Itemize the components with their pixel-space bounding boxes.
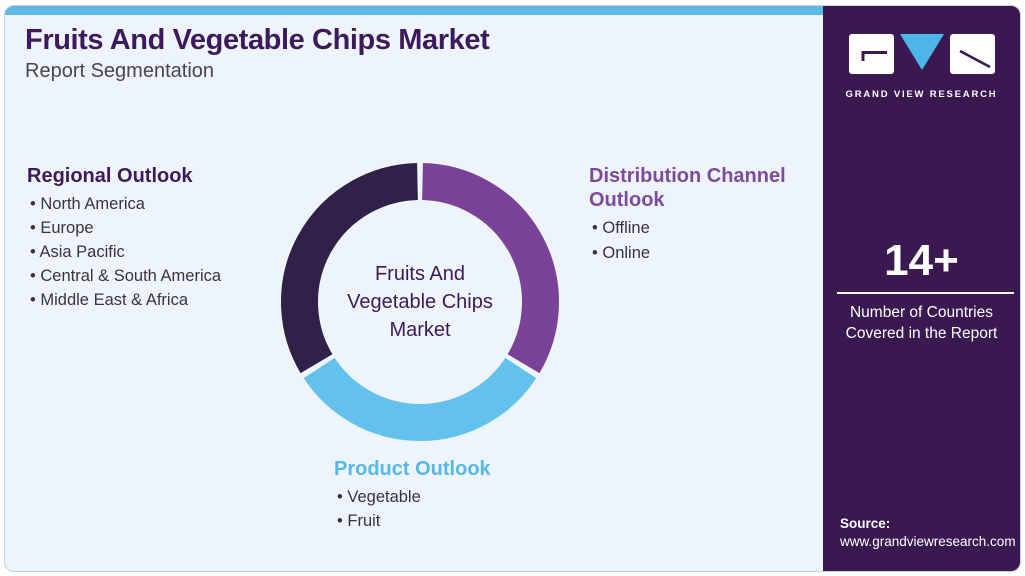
list-item: Europe	[30, 216, 267, 240]
distribution-outlook-heading: Distribution Channel Outlook	[589, 165, 786, 211]
page-title: Fruits And Vegetable Chips Market	[25, 24, 490, 56]
donut-chart-wrap: Fruits And Vegetable Chips Market	[280, 162, 560, 442]
product-outlook-list: VegetableFruit	[334, 485, 554, 533]
list-item: Asia Pacific	[30, 240, 267, 264]
logo-r-glyph	[958, 49, 991, 69]
sidebar: GRAND VIEW RESEARCH 14+ Number of Countr…	[823, 6, 1020, 571]
countries-stat: 14+ Number of Countries Covered in the R…	[823, 239, 1020, 344]
list-item: Middle East & Africa	[30, 288, 267, 312]
list-item: Fruit	[337, 509, 554, 533]
distribution-outlook-list: OfflineOnline	[589, 216, 789, 265]
donut-segment-distribution-channel-outlook	[421, 163, 559, 374]
logo-r-block	[949, 34, 995, 74]
list-item: North America	[30, 192, 267, 216]
list-item: Offline	[592, 216, 789, 241]
report-card: Fruits And Vegetable Chips Market Report…	[4, 5, 1021, 572]
brand-name: GRAND VIEW RESEARCH	[845, 89, 998, 100]
donut-chart	[281, 163, 559, 441]
accent-strip	[5, 6, 823, 15]
regional-outlook-section: Regional Outlook North AmericaEuropeAsia…	[27, 164, 267, 312]
page-subtitle: Report Segmentation	[25, 60, 215, 82]
source-block: Source: www.grandviewresearch.com	[840, 516, 1016, 549]
regional-outlook-list: North AmericaEuropeAsia PacificCentral &…	[27, 192, 267, 312]
donut-segment-regional-outlook	[281, 163, 419, 374]
brand-logo: GRAND VIEW RESEARCH	[823, 33, 1020, 100]
donut-segment-product-outlook	[303, 357, 537, 441]
list-item: Vegetable	[337, 485, 554, 509]
logo-v-triangle	[899, 34, 944, 70]
stat-label: Number of Countries Covered in the Repor…	[845, 304, 998, 342]
logo-g-glyph	[861, 51, 887, 61]
regional-outlook-heading: Regional Outlook	[27, 165, 193, 187]
header: Fruits And Vegetable Chips Market Report…	[25, 24, 490, 83]
list-item: Online	[592, 241, 789, 266]
stat-divider	[837, 292, 1014, 294]
source-url: www.grandviewresearch.com	[840, 534, 1016, 549]
product-outlook-heading: Product Outlook	[334, 458, 491, 480]
source-label: Source:	[840, 516, 891, 531]
product-outlook-section: Product Outlook VegetableFruit	[334, 457, 554, 533]
distribution-outlook-section: Distribution Channel Outlook OfflineOnli…	[589, 164, 789, 265]
donut-center: Fruits And Vegetable Chips Market	[280, 162, 560, 442]
stat-value: 14+	[884, 236, 959, 285]
list-item: Central & South America	[30, 264, 267, 288]
donut-center-label: Fruits And Vegetable Chips Market	[347, 263, 493, 341]
gvr-logo-icon	[848, 34, 995, 74]
